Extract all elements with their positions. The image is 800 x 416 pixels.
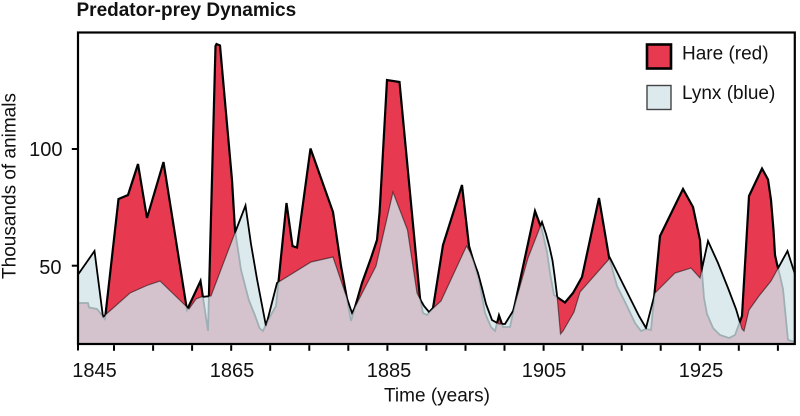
svg-text:1925: 1925 <box>679 360 724 382</box>
svg-text:1845: 1845 <box>72 360 117 382</box>
svg-text:1885: 1885 <box>367 360 412 382</box>
svg-text:Lynx (blue): Lynx (blue) <box>682 83 775 104</box>
svg-text:100: 100 <box>29 139 62 161</box>
svg-text:50: 50 <box>39 257 61 279</box>
svg-text:1905: 1905 <box>522 360 567 382</box>
svg-text:Predator-prey Dynamics: Predator-prey Dynamics <box>77 0 297 21</box>
svg-text:1865: 1865 <box>210 360 255 382</box>
svg-text:Time (years): Time (years) <box>384 386 490 407</box>
svg-text:Thousands of animals: Thousands of animals <box>0 93 21 279</box>
svg-text:Hare (red): Hare (red) <box>682 44 769 65</box>
